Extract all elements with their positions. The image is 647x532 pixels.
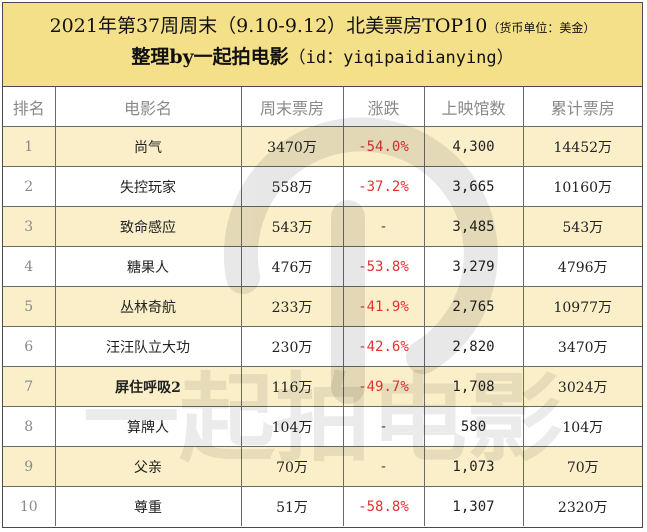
table-subtitle: 整理by一起拍电影（id：yiqipaidianying） <box>3 43 642 72</box>
theaters-cell: 4,300 <box>424 126 524 167</box>
rank-cell: 4 <box>3 246 56 287</box>
weekend-gross-cell: 476万 <box>241 246 344 287</box>
column-header-theaters: 上映馆数 <box>424 87 524 127</box>
column-header-weekend-gross: 周末票房 <box>241 87 344 127</box>
title-cell: 失控玩家 <box>55 166 242 207</box>
change-cell: -58.8% <box>343 486 425 526</box>
total-gross-cell: 3470万 <box>523 326 642 367</box>
table-row: 4 糖果人 476万 -53.8% 3,279 4796万 <box>3 246 642 287</box>
rank-cell: 3 <box>3 206 56 247</box>
total-gross-cell: 3024万 <box>523 366 642 407</box>
rank-cell: 9 <box>3 446 56 487</box>
weekend-gross-cell: 70万 <box>241 446 344 487</box>
change-cell: -37.2% <box>343 166 425 207</box>
theaters-cell: 580 <box>424 406 524 447</box>
theaters-cell: 1,307 <box>424 486 524 526</box>
rank-cell: 5 <box>3 286 56 327</box>
total-gross-cell: 2320万 <box>523 486 642 526</box>
weekend-gross-cell: 116万 <box>241 366 344 407</box>
column-header-row: 排名 电影名 周末票房 涨跌 上映馆数 累计票房 <box>3 87 642 127</box>
change-cell: -41.9% <box>343 286 425 327</box>
table-row: 6 汪汪队立大功 230万 -42.6% 2,820 3470万 <box>3 326 642 367</box>
theaters-cell: 3,665 <box>424 166 524 207</box>
table-row: 1 尚气 3470万 -54.0% 4,300 14452万 <box>3 126 642 167</box>
column-header-change: 涨跌 <box>343 87 425 127</box>
rank-cell: 10 <box>3 486 56 526</box>
rank-cell: 2 <box>3 166 56 207</box>
table-row: 9 父亲 70万 - 1,073 70万 <box>3 446 642 487</box>
table-row: 7 屏住呼吸2 116万 -49.7% 1,708 3024万 <box>3 366 642 407</box>
total-gross-cell: 70万 <box>523 446 642 487</box>
compiler-id: （id：yiqipaidianying） <box>288 48 514 68</box>
theaters-cell: 3,485 <box>424 206 524 247</box>
theaters-cell: 1,708 <box>424 366 524 407</box>
change-cell: -42.6% <box>343 326 425 367</box>
box-office-table: 排名 电影名 周末票房 涨跌 上映馆数 累计票房 1 尚气 3470万 -54.… <box>3 87 642 526</box>
change-cell: -53.8% <box>343 246 425 287</box>
change-cell: - <box>343 446 425 487</box>
total-gross-cell: 4796万 <box>523 246 642 287</box>
title-cell: 算牌人 <box>55 406 242 447</box>
weekend-gross-cell: 543万 <box>241 206 344 247</box>
title-cell: 尚气 <box>55 126 242 167</box>
compiler-credit: 整理by一起拍电影 <box>131 46 289 68</box>
column-header-total-gross: 累计票房 <box>523 87 642 127</box>
table-title: 2021年第37周周末（9.10-9.12）北美票房TOP10（货币单位：美金） <box>3 13 642 41</box>
rank-cell: 6 <box>3 326 56 367</box>
theaters-cell: 1,073 <box>424 446 524 487</box>
table-row: 2 失控玩家 558万 -37.2% 3,665 10160万 <box>3 166 642 207</box>
title-cell: 丛林奇航 <box>55 286 242 327</box>
column-header-rank: 排名 <box>3 87 56 127</box>
title-cell: 汪汪队立大功 <box>55 326 242 367</box>
title-cell: 尊重 <box>55 486 242 526</box>
column-header-title: 电影名 <box>55 87 242 127</box>
theaters-cell: 2,820 <box>424 326 524 367</box>
change-cell: -54.0% <box>343 126 425 167</box>
title-cell: 屏住呼吸2 <box>55 366 242 407</box>
table-row: 10 尊重 51万 -58.8% 1,307 2320万 <box>3 486 642 526</box>
change-cell: - <box>343 206 425 247</box>
box-office-table-card: 2021年第37周周末（9.10-9.12）北美票房TOP10（货币单位：美金）… <box>2 2 643 528</box>
total-gross-cell: 10977万 <box>523 286 642 327</box>
title-cell: 父亲 <box>55 446 242 487</box>
weekend-gross-cell: 51万 <box>241 486 344 526</box>
rank-cell: 1 <box>3 126 56 167</box>
table-row: 5 丛林奇航 233万 -41.9% 2,765 10977万 <box>3 286 642 327</box>
currency-unit-note: （货币单位：美金） <box>487 21 596 35</box>
weekend-gross-cell: 3470万 <box>241 126 344 167</box>
weekend-gross-cell: 230万 <box>241 326 344 367</box>
weekend-gross-cell: 104万 <box>241 406 344 447</box>
table-row: 3 致命感应 543万 - 3,485 543万 <box>3 206 642 247</box>
rank-cell: 8 <box>3 406 56 447</box>
title-text: 2021年第37周周末（9.10-9.12）北美票房TOP10 <box>49 15 488 37</box>
change-cell: - <box>343 406 425 447</box>
table-row: 8 算牌人 104万 - 580 104万 <box>3 406 642 447</box>
weekend-gross-cell: 233万 <box>241 286 344 327</box>
rank-cell: 7 <box>3 366 56 407</box>
theaters-cell: 2,765 <box>424 286 524 327</box>
title-cell: 糖果人 <box>55 246 242 287</box>
total-gross-cell: 543万 <box>523 206 642 247</box>
total-gross-cell: 104万 <box>523 406 642 447</box>
theaters-cell: 3,279 <box>424 246 524 287</box>
table-header-banner: 2021年第37周周末（9.10-9.12）北美票房TOP10（货币单位：美金）… <box>3 3 642 87</box>
total-gross-cell: 10160万 <box>523 166 642 207</box>
change-cell: -49.7% <box>343 366 425 407</box>
title-cell: 致命感应 <box>55 206 242 247</box>
weekend-gross-cell: 558万 <box>241 166 344 207</box>
total-gross-cell: 14452万 <box>523 126 642 167</box>
